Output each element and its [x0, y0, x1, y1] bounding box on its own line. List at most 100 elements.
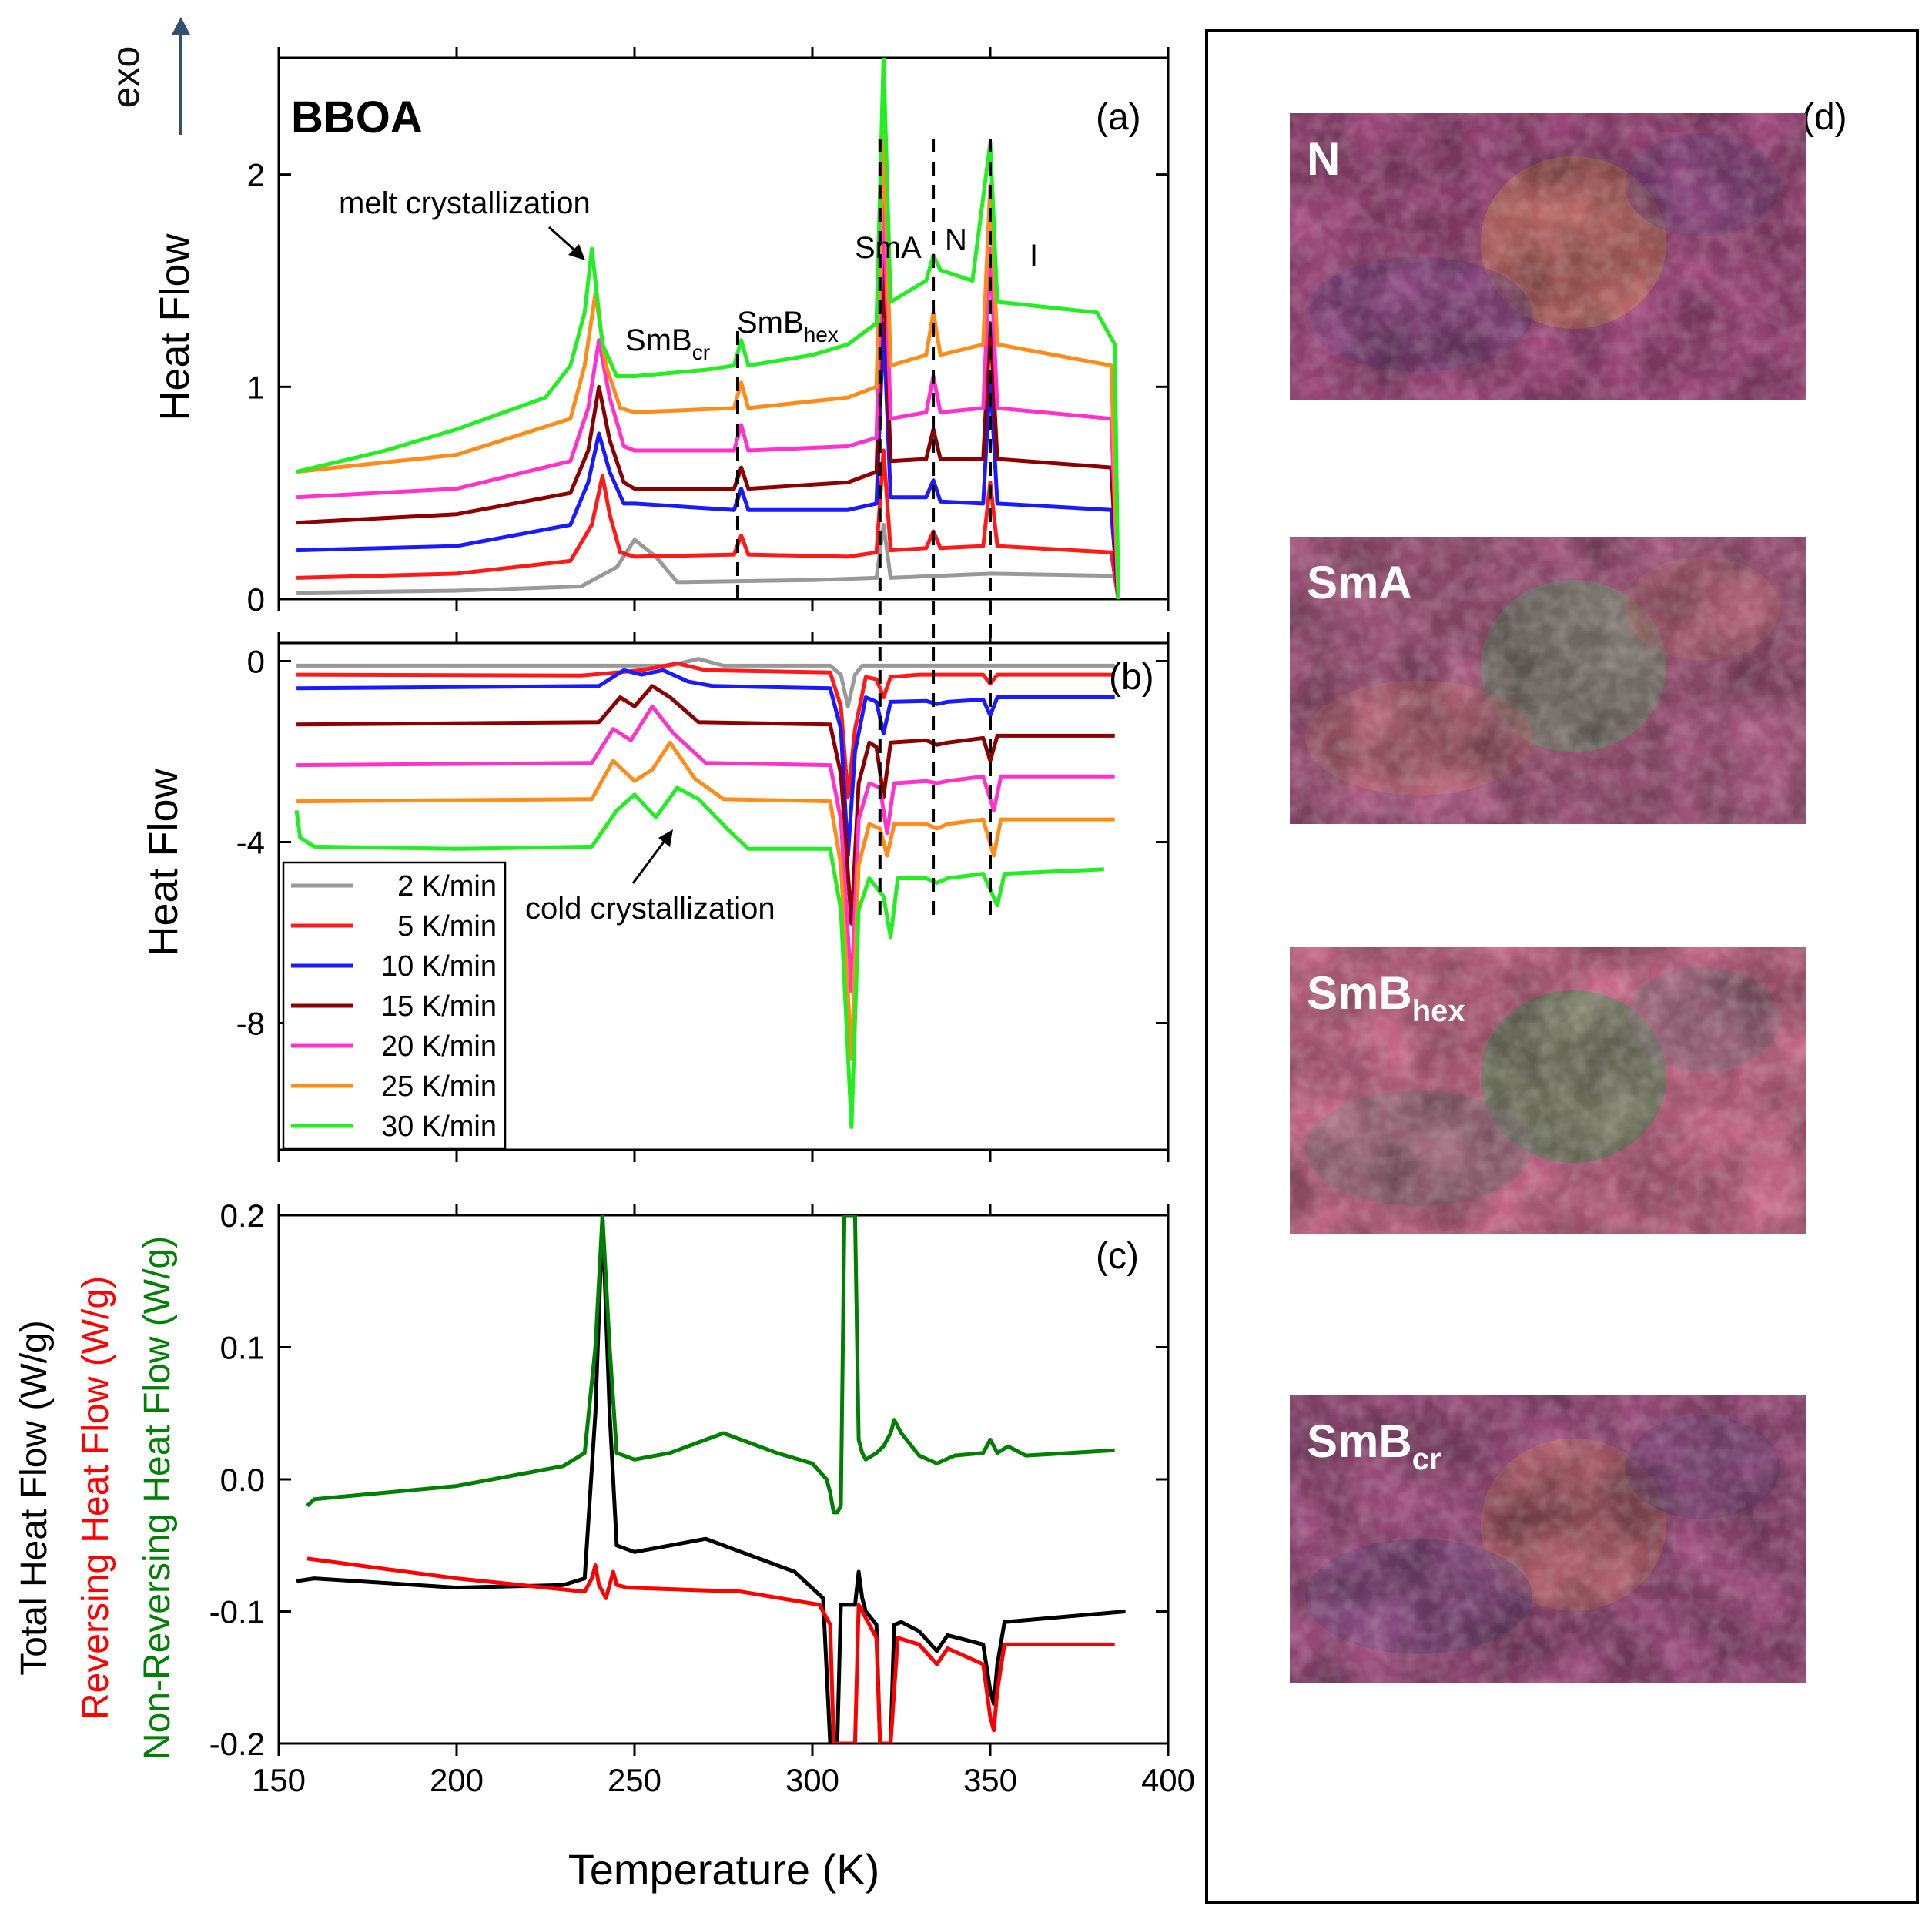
- legend-entry: 10 K/min: [381, 950, 497, 983]
- y-tick-label: -0.2: [209, 1726, 265, 1762]
- series-line: [296, 668, 1115, 858]
- legend-entry: 20 K/min: [381, 1030, 497, 1063]
- cold-crystallization-arrow: [631, 837, 668, 884]
- micrograph-label-base: N: [1307, 133, 1340, 185]
- smbhex-label-base: SmB: [737, 306, 804, 340]
- legend-entry: 25 K/min: [381, 1070, 497, 1103]
- series-line: [296, 257, 1120, 599]
- micrograph-label-sub: hex: [1412, 994, 1465, 1028]
- transition-lines: [735, 139, 992, 924]
- y-tick-label: 0: [247, 644, 265, 680]
- panel-c-frame: [277, 1214, 1170, 1745]
- x-tick-label: 200: [430, 1762, 484, 1798]
- micrograph-label-base: SmB: [1307, 1415, 1412, 1467]
- micrograph-label-base: SmA: [1307, 557, 1412, 608]
- y-tick-label: 0.0: [220, 1462, 265, 1498]
- panel-a-label: (a): [1096, 97, 1141, 138]
- melt-crystallization-arrowhead: [568, 244, 585, 260]
- micrograph: N: [1290, 113, 1806, 400]
- series-line: [296, 130, 1120, 599]
- x-axis-label: Temperature (K): [568, 1845, 880, 1894]
- x-tick-label: 400: [1141, 1762, 1195, 1798]
- panel-c-yticks: 0.2 0.1 0.0 -0.1 -0.2: [209, 1198, 1168, 1762]
- series-line: [296, 684, 1115, 926]
- x-tick-label: 300: [785, 1762, 839, 1798]
- cold-crystallization-label: cold crystallization: [525, 892, 775, 926]
- series-line: [296, 1215, 1126, 1743]
- cold-crystallization-arrowhead: [658, 829, 673, 847]
- micrograph-label: SmBhex: [1307, 967, 1465, 1028]
- panel-c-ylabel-reversing: Reversing Heat Flow (W/g): [75, 1276, 116, 1720]
- series-line: [296, 523, 1120, 599]
- series-line: [296, 740, 1115, 1061]
- panel-c-label: (c): [1096, 1236, 1139, 1277]
- legend: 2 K/min 5 K/min 10 K/min 15 K/min 20 K/min 25…: [282, 861, 507, 1151]
- x-tick-label: 150: [252, 1762, 306, 1798]
- series-line: [296, 661, 1115, 799]
- series-line: [296, 193, 1120, 599]
- panel-a-frame: [277, 56, 1170, 601]
- x-tick-label: 250: [608, 1762, 661, 1798]
- panel-c-xticks: 150 200 250 300 350 400: [252, 1204, 1195, 1798]
- panel-d-label: (d): [1802, 97, 1847, 138]
- panel-c: 0.2 0.1 0.0 -0.1 -0.2 150 200 250 300 350 400 (c)…: [14, 1198, 1195, 1894]
- series-line: [296, 657, 1115, 708]
- exo-indicator: exo: [104, 17, 190, 135]
- y-tick-label: -8: [236, 1006, 265, 1042]
- legend-entry: 15 K/min: [381, 990, 497, 1023]
- panel-a-title: BBOA: [291, 92, 423, 142]
- smbhex-label: SmBhex: [737, 306, 839, 347]
- smbcr-label: SmBcr: [625, 323, 710, 364]
- y-tick-label: -0.1: [209, 1594, 265, 1630]
- micrograph-grain: [1290, 947, 1806, 1234]
- panel-b-plot: [294, 657, 1115, 1130]
- micrograph: SmA: [1290, 537, 1806, 824]
- panel-a-ylabel: Heat Flow: [152, 233, 198, 420]
- panel-c-ylabel-nonreversing: Non-Reversing Heat Flow (W/g): [137, 1236, 178, 1760]
- panel-b-frame: [277, 641, 1170, 1151]
- series-line: [296, 58, 1120, 599]
- panel-b: 0 -4 -8 (b) Heat Flow cold crystallization…: [140, 632, 1170, 1162]
- series-line: [306, 1215, 1115, 1515]
- i-label: I: [1030, 239, 1038, 273]
- panel-a-plot: [296, 58, 1120, 599]
- micrograph: SmBhex: [1290, 947, 1806, 1234]
- legend-entry: 2 K/min: [397, 870, 497, 903]
- y-tick-label: -4: [236, 825, 265, 861]
- n-label: N: [945, 223, 967, 257]
- exo-label: exo: [104, 46, 147, 109]
- sma-label: SmA: [855, 231, 922, 265]
- micrograph: SmBcr: [1290, 1395, 1806, 1683]
- y-tick-label: 2: [247, 157, 265, 193]
- panel-c-ylabel-total: Total Heat Flow (W/g): [14, 1320, 55, 1675]
- exo-arrow-head: [172, 17, 190, 35]
- panel-a-yticks: 0 1 2: [247, 157, 1168, 618]
- micrograph-label: N: [1307, 133, 1340, 185]
- smbcr-label-base: SmB: [625, 323, 692, 357]
- smbcr-label-sub: cr: [692, 340, 710, 364]
- micrograph-grain: [1290, 1395, 1806, 1683]
- legend-entry: 5 K/min: [397, 910, 497, 943]
- series-line: [296, 321, 1120, 599]
- smbhex-label-sub: hex: [804, 323, 839, 347]
- series-line: [294, 785, 1104, 1130]
- legend-entry: 30 K/min: [381, 1110, 497, 1143]
- y-tick-label: 0: [247, 581, 265, 618]
- panel-b-xticks: [277, 632, 1170, 1162]
- micrograph-grain: [1290, 113, 1806, 400]
- panel-a: 0 1 2 BBOA (a) Heat Flow melt crystallizat…: [152, 47, 1170, 618]
- micrograph-label-sub: cr: [1412, 1442, 1441, 1476]
- series-line: [296, 704, 1115, 993]
- micrograph-label-base: SmB: [1307, 967, 1412, 1019]
- y-tick-label: 0.2: [220, 1198, 265, 1234]
- series-line: [306, 1556, 1115, 1743]
- panel-b-label: (b): [1109, 657, 1154, 698]
- micrograph-grain: [1290, 537, 1806, 824]
- panel-d-frame: [1205, 29, 1919, 1904]
- y-tick-label: 1: [247, 369, 265, 405]
- series-line: [296, 448, 1120, 599]
- panel-b-ylabel: Heat Flow: [140, 768, 186, 956]
- micrograph-label: SmBcr: [1307, 1415, 1441, 1476]
